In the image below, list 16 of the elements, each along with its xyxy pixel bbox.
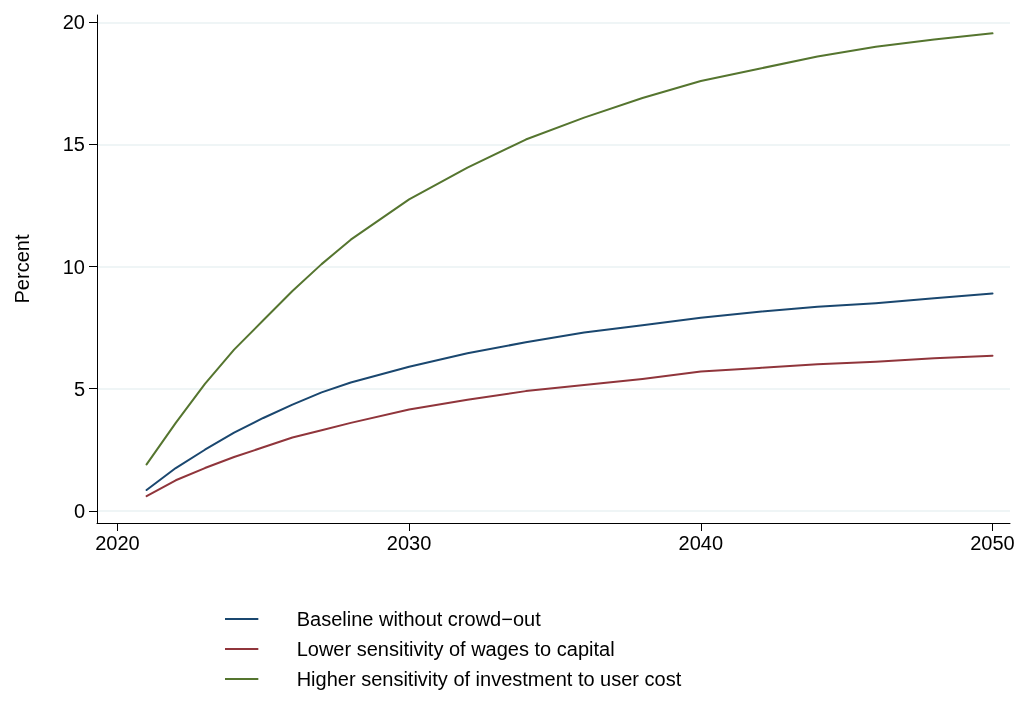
line-series xyxy=(145,32,994,466)
x-tick-label: 2050 xyxy=(970,532,1015,554)
line-series xyxy=(145,354,994,498)
x-tick-label: 2020 xyxy=(95,532,140,554)
y-tick-label: 20 xyxy=(62,11,85,34)
y-tick-label: 0 xyxy=(73,499,85,522)
legend-label: Baseline without crowd−out xyxy=(296,608,542,630)
x-tick-label: 2040 xyxy=(678,532,724,554)
legend-label: Lower sensitivity of wages to capital xyxy=(296,638,615,660)
legend-label: Higher sensitivity of investment to user cost xyxy=(296,668,682,690)
y-tick-label: 15 xyxy=(62,133,85,156)
line-series xyxy=(145,292,994,492)
y-tick-label: 10 xyxy=(62,255,85,278)
y-tick-label: 5 xyxy=(73,377,85,400)
x-tick-label: 2030 xyxy=(386,532,432,554)
y-axis-title: Percent xyxy=(11,234,33,304)
